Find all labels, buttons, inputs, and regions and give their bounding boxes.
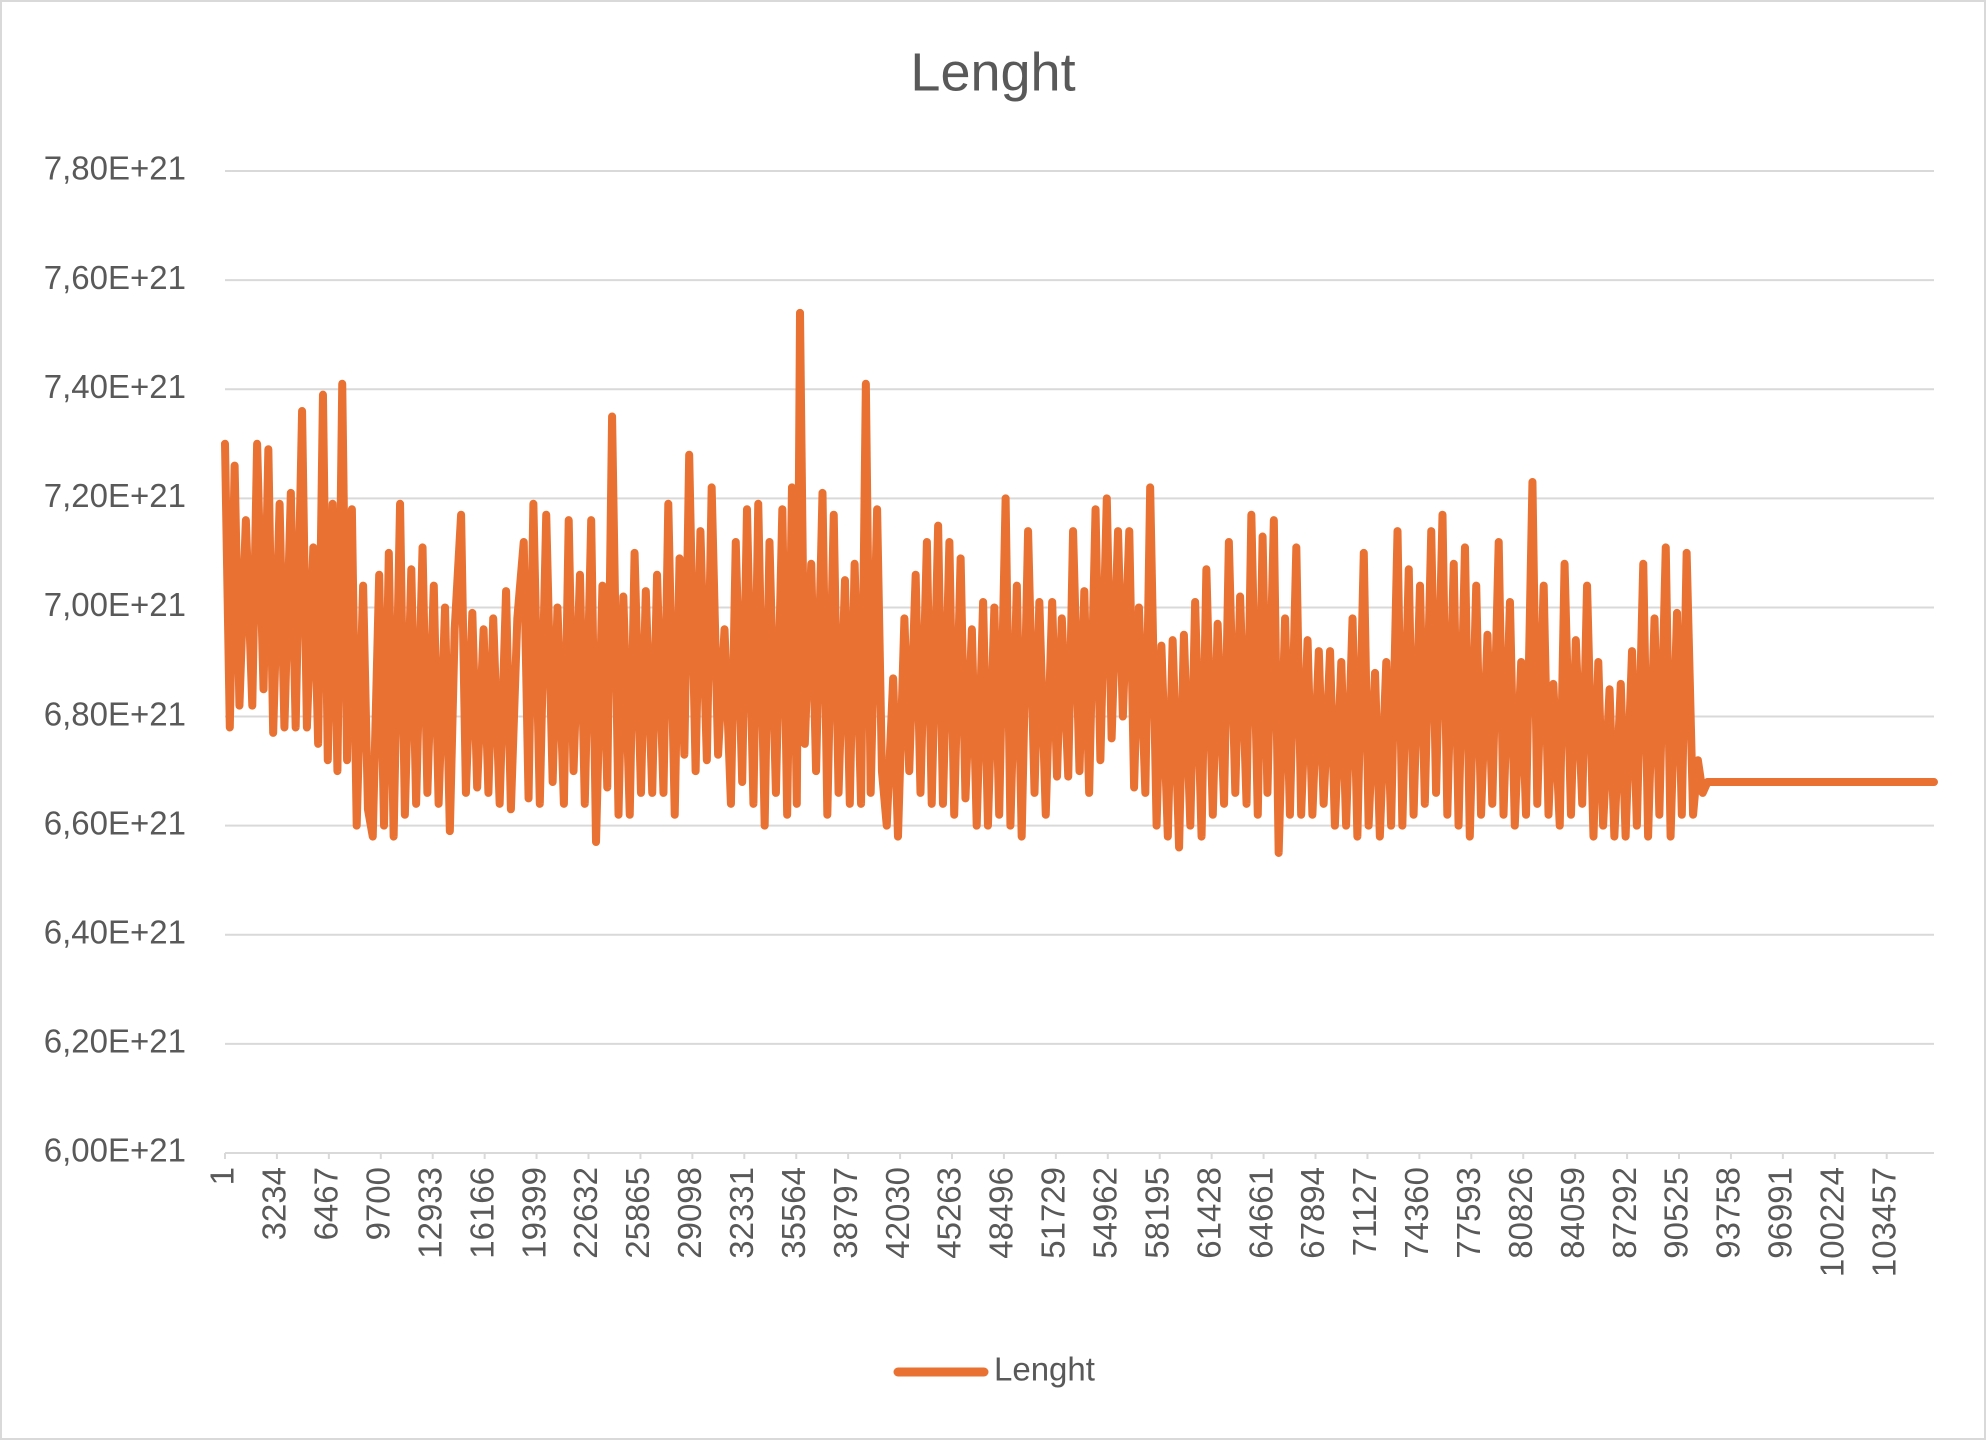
x-tick-label: 87292 <box>1606 1167 1643 1259</box>
x-tick-label: 12933 <box>411 1167 448 1259</box>
y-tick-label: 7,60E+21 <box>44 259 186 296</box>
x-tick-label: 93758 <box>1710 1167 1747 1259</box>
x-tick-label: 19399 <box>515 1167 552 1259</box>
x-tick-label: 77593 <box>1450 1167 1487 1259</box>
x-tick-label: 16166 <box>463 1167 500 1259</box>
chart-title: Lenght <box>910 42 1075 102</box>
y-tick-label: 6,20E+21 <box>44 1023 186 1060</box>
x-tick-label: 74360 <box>1398 1167 1435 1259</box>
x-tick-label: 38797 <box>827 1167 864 1259</box>
legend-label: Lenght <box>994 1351 1095 1388</box>
y-tick-label: 6,00E+21 <box>44 1132 186 1169</box>
x-tick-label: 25865 <box>619 1167 656 1259</box>
x-tick-label: 90525 <box>1658 1167 1695 1259</box>
x-tick-label: 96991 <box>1762 1167 1799 1259</box>
x-tick-label: 54962 <box>1087 1167 1124 1259</box>
x-tick-label: 103457 <box>1865 1167 1902 1277</box>
x-tick-label: 84059 <box>1554 1167 1591 1259</box>
x-tick-label: 32331 <box>723 1167 760 1259</box>
y-tick-label: 7,80E+21 <box>44 150 186 187</box>
y-tick-label: 6,40E+21 <box>44 913 186 950</box>
y-tick-label: 7,00E+21 <box>44 586 186 623</box>
y-tick-label: 6,60E+21 <box>44 804 186 841</box>
x-tick-label: 45263 <box>931 1167 968 1259</box>
x-tick-label: 100224 <box>1814 1167 1851 1277</box>
y-tick-label: 7,20E+21 <box>44 477 186 514</box>
x-tick-label: 58195 <box>1138 1167 1175 1259</box>
x-tick-label: 35564 <box>775 1167 812 1259</box>
x-tick-label: 64661 <box>1242 1167 1279 1259</box>
x-tick-label: 6467 <box>308 1167 345 1240</box>
x-tick-label: 22632 <box>567 1167 604 1259</box>
x-tick-label: 51729 <box>1035 1167 1072 1259</box>
x-tick-label: 1 <box>204 1167 241 1185</box>
data-line <box>221 308 1938 857</box>
x-tick-label: 42030 <box>879 1167 916 1259</box>
x-tick-label: 48496 <box>983 1167 1020 1259</box>
y-tick-label: 7,40E+21 <box>44 368 186 405</box>
x-tick-label: 67894 <box>1294 1167 1331 1259</box>
x-tick-label: 61428 <box>1190 1167 1227 1259</box>
x-tick-label: 9700 <box>360 1167 397 1240</box>
x-tick-label: 29098 <box>671 1167 708 1259</box>
x-tick-label: 80826 <box>1502 1167 1539 1259</box>
y-tick-label: 6,80E+21 <box>44 695 186 732</box>
x-tick-label: 3234 <box>256 1167 293 1240</box>
x-tick-label: 71127 <box>1346 1167 1383 1256</box>
